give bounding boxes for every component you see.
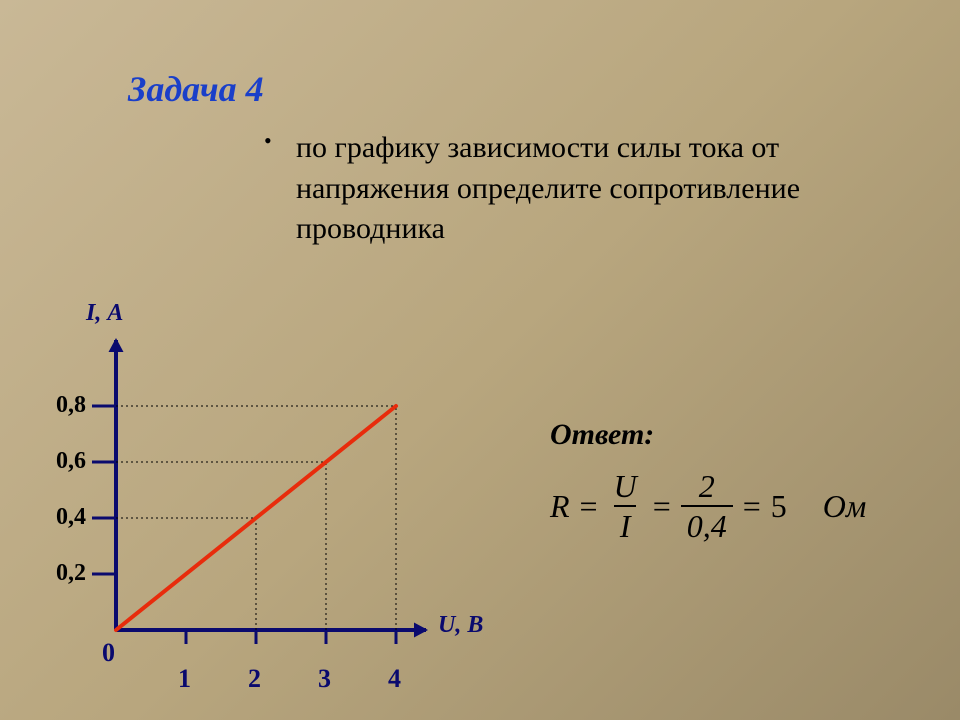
y-tick-label: 0,2 xyxy=(56,560,86,587)
fraction: 20,4 xyxy=(681,470,733,542)
x-tick-label: 4 xyxy=(388,664,401,694)
y-tick-label: 0,6 xyxy=(56,448,86,475)
y-tick-label: 0,4 xyxy=(56,504,86,531)
y-axis-label: I, А xyxy=(86,300,123,327)
x-tick-label: 2 xyxy=(248,664,261,694)
x-tick-label: 3 xyxy=(318,664,331,694)
fraction: UI xyxy=(608,470,643,542)
slide: { "title": { "text": "Задача 4", "color"… xyxy=(0,0,960,720)
x-tick-label: 1 xyxy=(178,664,191,694)
answer-formula: R=UI=20,4=5Ом xyxy=(550,470,866,542)
y-tick-label: 0,8 xyxy=(56,392,86,419)
origin-label: 0 xyxy=(102,638,115,668)
x-axis-label: U, В xyxy=(438,612,483,639)
answer-label: Ответ: xyxy=(550,418,654,452)
